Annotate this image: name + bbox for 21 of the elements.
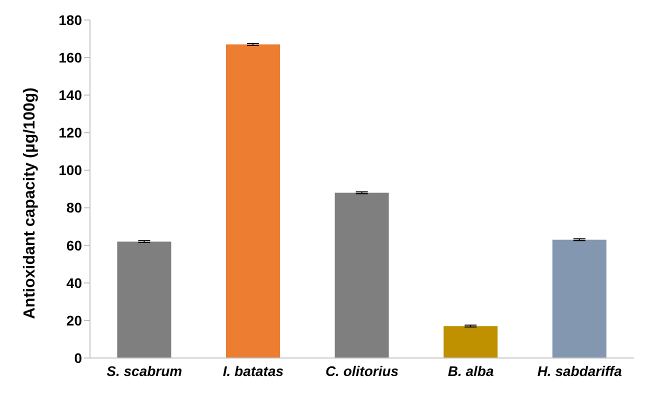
y-tick-label: 40 [66, 274, 82, 291]
x-tick-label: S. scabrum [106, 362, 182, 379]
y-tick-label: 140 [58, 87, 82, 104]
y-tick-label: 80 [66, 200, 82, 216]
y-axis-title: Antioxidant capacity (µg/100g) [22, 88, 39, 319]
y-tick-label: 180 [58, 12, 82, 28]
bar [226, 44, 280, 358]
bar [117, 242, 172, 358]
x-tick-label: B. alba [448, 362, 494, 379]
bar [334, 192, 389, 358]
bar [444, 326, 498, 358]
y-tick-label: 100 [58, 162, 82, 178]
bar [552, 240, 606, 358]
x-tick-label: C. olitorius [325, 362, 399, 379]
y-tick-label: 160 [58, 50, 82, 66]
y-tick-label: 120 [58, 124, 82, 141]
y-tick-label: 0 [74, 350, 82, 366]
x-tick-label: H. sabdariffa [537, 362, 622, 379]
x-tick-label: I. batatas [222, 362, 284, 379]
y-tick-label: 20 [66, 312, 82, 328]
y-tick-label: 60 [66, 237, 82, 254]
